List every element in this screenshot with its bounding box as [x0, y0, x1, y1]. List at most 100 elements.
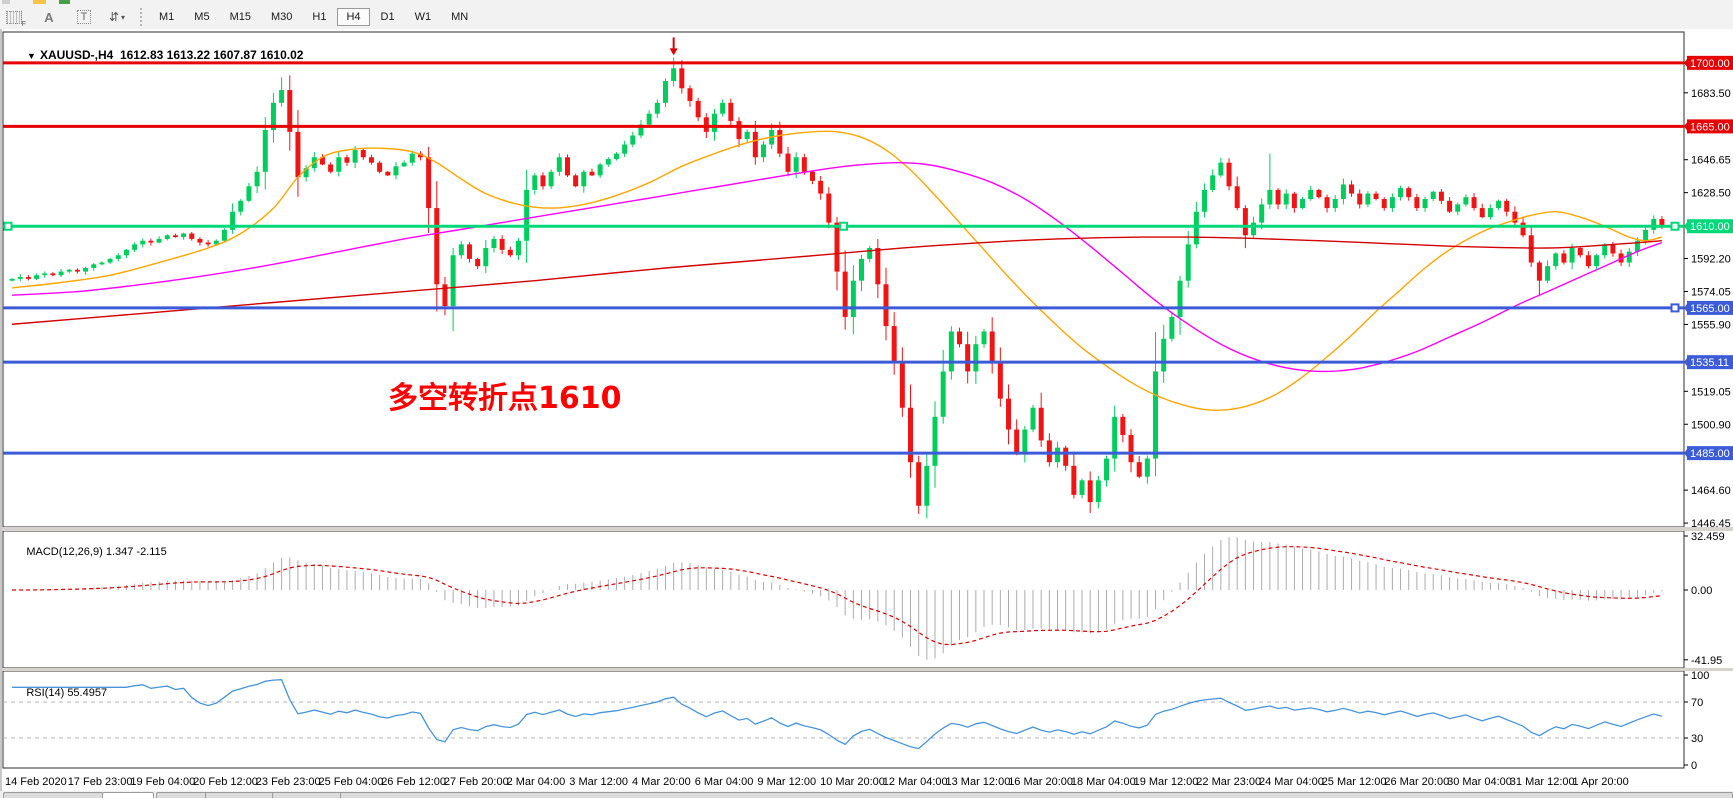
pane-separator[interactable] [0, 527, 1733, 531]
candle-body [417, 153, 423, 158]
ma-fast-orange [12, 130, 1663, 411]
timeframe-button-mn[interactable]: MN [451, 11, 469, 23]
candle-body [66, 269, 72, 272]
candle-body [842, 271, 848, 317]
candle-body [1381, 198, 1387, 209]
timeframe-button-m15[interactable]: M15 [229, 11, 251, 23]
candle-body [695, 100, 701, 118]
candle-body [238, 200, 244, 212]
hline-handle-left[interactable] [3, 221, 13, 231]
candle-body [703, 117, 709, 132]
candle-body [957, 331, 963, 345]
candle-body [197, 238, 203, 243]
rsi-axis-label: 30 [1691, 733, 1703, 745]
candle-body [17, 277, 23, 279]
date-label: 3 Mar 12:00 [569, 776, 628, 788]
candle-body [1438, 191, 1444, 201]
candle-body [1087, 480, 1093, 503]
candle-body [1594, 255, 1600, 267]
candle-body [352, 149, 358, 163]
candle-body [74, 269, 80, 272]
label-tool-icon[interactable]: A [44, 9, 54, 25]
candle-body [1634, 240, 1640, 252]
candle-body [303, 168, 309, 178]
candle-body [899, 362, 905, 408]
date-label: 17 Feb 23:00 [68, 776, 133, 788]
candle-body [1014, 429, 1020, 454]
cut-icon-fragment-yellow [33, 0, 46, 4]
ma-mid-magenta [12, 161, 1663, 373]
candle-body [532, 175, 538, 190]
hline-handle-right[interactable] [1670, 221, 1680, 231]
candle-body [524, 189, 530, 241]
candle-body [181, 233, 187, 238]
sell-arrow-icon[interactable] [669, 48, 678, 56]
timeframe-button-m5[interactable]: M5 [194, 11, 210, 23]
hline-handle-right[interactable] [1670, 303, 1680, 313]
candle-body [613, 153, 619, 160]
candle-body [1471, 197, 1477, 209]
candle-body [1185, 244, 1191, 281]
timeframe-button-h4[interactable]: H4 [337, 8, 370, 26]
candle-body [1251, 222, 1257, 236]
candle-body [483, 248, 489, 267]
macd-axis-label: 0.00 [1691, 585, 1712, 597]
date-label: 23 Feb 23:00 [256, 776, 321, 788]
timeframe-button-d1[interactable]: D1 [380, 11, 395, 23]
macd-signal-line [12, 546, 1662, 646]
timeframe-button-m30[interactable]: M30 [270, 11, 293, 23]
terminal-tab[interactable] [3, 792, 103, 798]
candle-body [965, 344, 971, 372]
candle-body [287, 90, 293, 132]
price-badge-1565.00 [1687, 300, 1733, 315]
candle-body [548, 171, 554, 187]
candle-body [515, 240, 521, 256]
price-tick-label: 1446.45 [1691, 518, 1731, 530]
date-label: 30 Mar 04:00 [1447, 776, 1512, 788]
text-tool-icon[interactable]: T [74, 8, 94, 26]
tab-divider [272, 792, 273, 798]
candle-body [760, 144, 766, 158]
crosshair-grid-tool-icon[interactable]: F [4, 8, 26, 28]
price-tick-label: 1555.90 [1691, 319, 1731, 331]
timeframe-button-w1[interactable]: W1 [414, 11, 432, 23]
candle-body [564, 157, 570, 176]
candle-body [875, 248, 881, 285]
candle-body [801, 157, 807, 172]
candle-body [1504, 200, 1510, 212]
price-tick-label: 1683.50 [1691, 88, 1731, 100]
candle-body [891, 326, 897, 363]
hline-handle-center[interactable] [839, 221, 848, 231]
candle-body [932, 416, 938, 466]
candle-body [1659, 218, 1665, 227]
arrow-objects-tool-icon[interactable]: ⇵ ▾ [107, 8, 127, 26]
window-left-edge [0, 29, 2, 798]
candle-body [50, 273, 56, 276]
chart-annotation-text[interactable]: 多空转折点1610 [388, 381, 622, 416]
candle-body [1153, 371, 1159, 459]
macd-indicator-label: MACD(12,26,9) 1.347 -2.115 [8, 534, 166, 570]
chart-title-dropdown-icon[interactable]: ▼ [27, 51, 36, 61]
pane-separator[interactable] [0, 668, 1733, 671]
date-label: 27 Feb 20:00 [444, 776, 509, 788]
date-label: 13 Mar 12:00 [946, 776, 1011, 788]
candle-body [360, 149, 366, 158]
candle-body [1316, 189, 1322, 198]
macd-histogram [19, 537, 1663, 660]
macd-axis-label: -41.95 [1691, 655, 1722, 667]
chart-window: 1700.00 1683.50 1665.00 1646.65 1628.50 1610.… [0, 29, 1733, 798]
chart-title: ▼ XAUUSD-,H4 1612.83 1613.22 1607.87 1610… [7, 34, 303, 76]
candle-body [466, 244, 472, 259]
terminal-tab[interactable] [156, 792, 1733, 798]
terminal-tab[interactable] [102, 792, 154, 798]
candle-body [319, 157, 325, 165]
toolbar-overflow-strip [0, 0, 1733, 5]
timeframe-button-h1[interactable]: H1 [312, 11, 327, 23]
date-label: 26 Mar 20:00 [1384, 776, 1449, 788]
tab-divider [340, 792, 341, 798]
candle-body [1226, 162, 1232, 187]
date-label: 22 Mar 23:00 [1196, 776, 1261, 788]
timeframe-button-m1[interactable]: M1 [159, 11, 175, 23]
candle-body [401, 162, 407, 167]
